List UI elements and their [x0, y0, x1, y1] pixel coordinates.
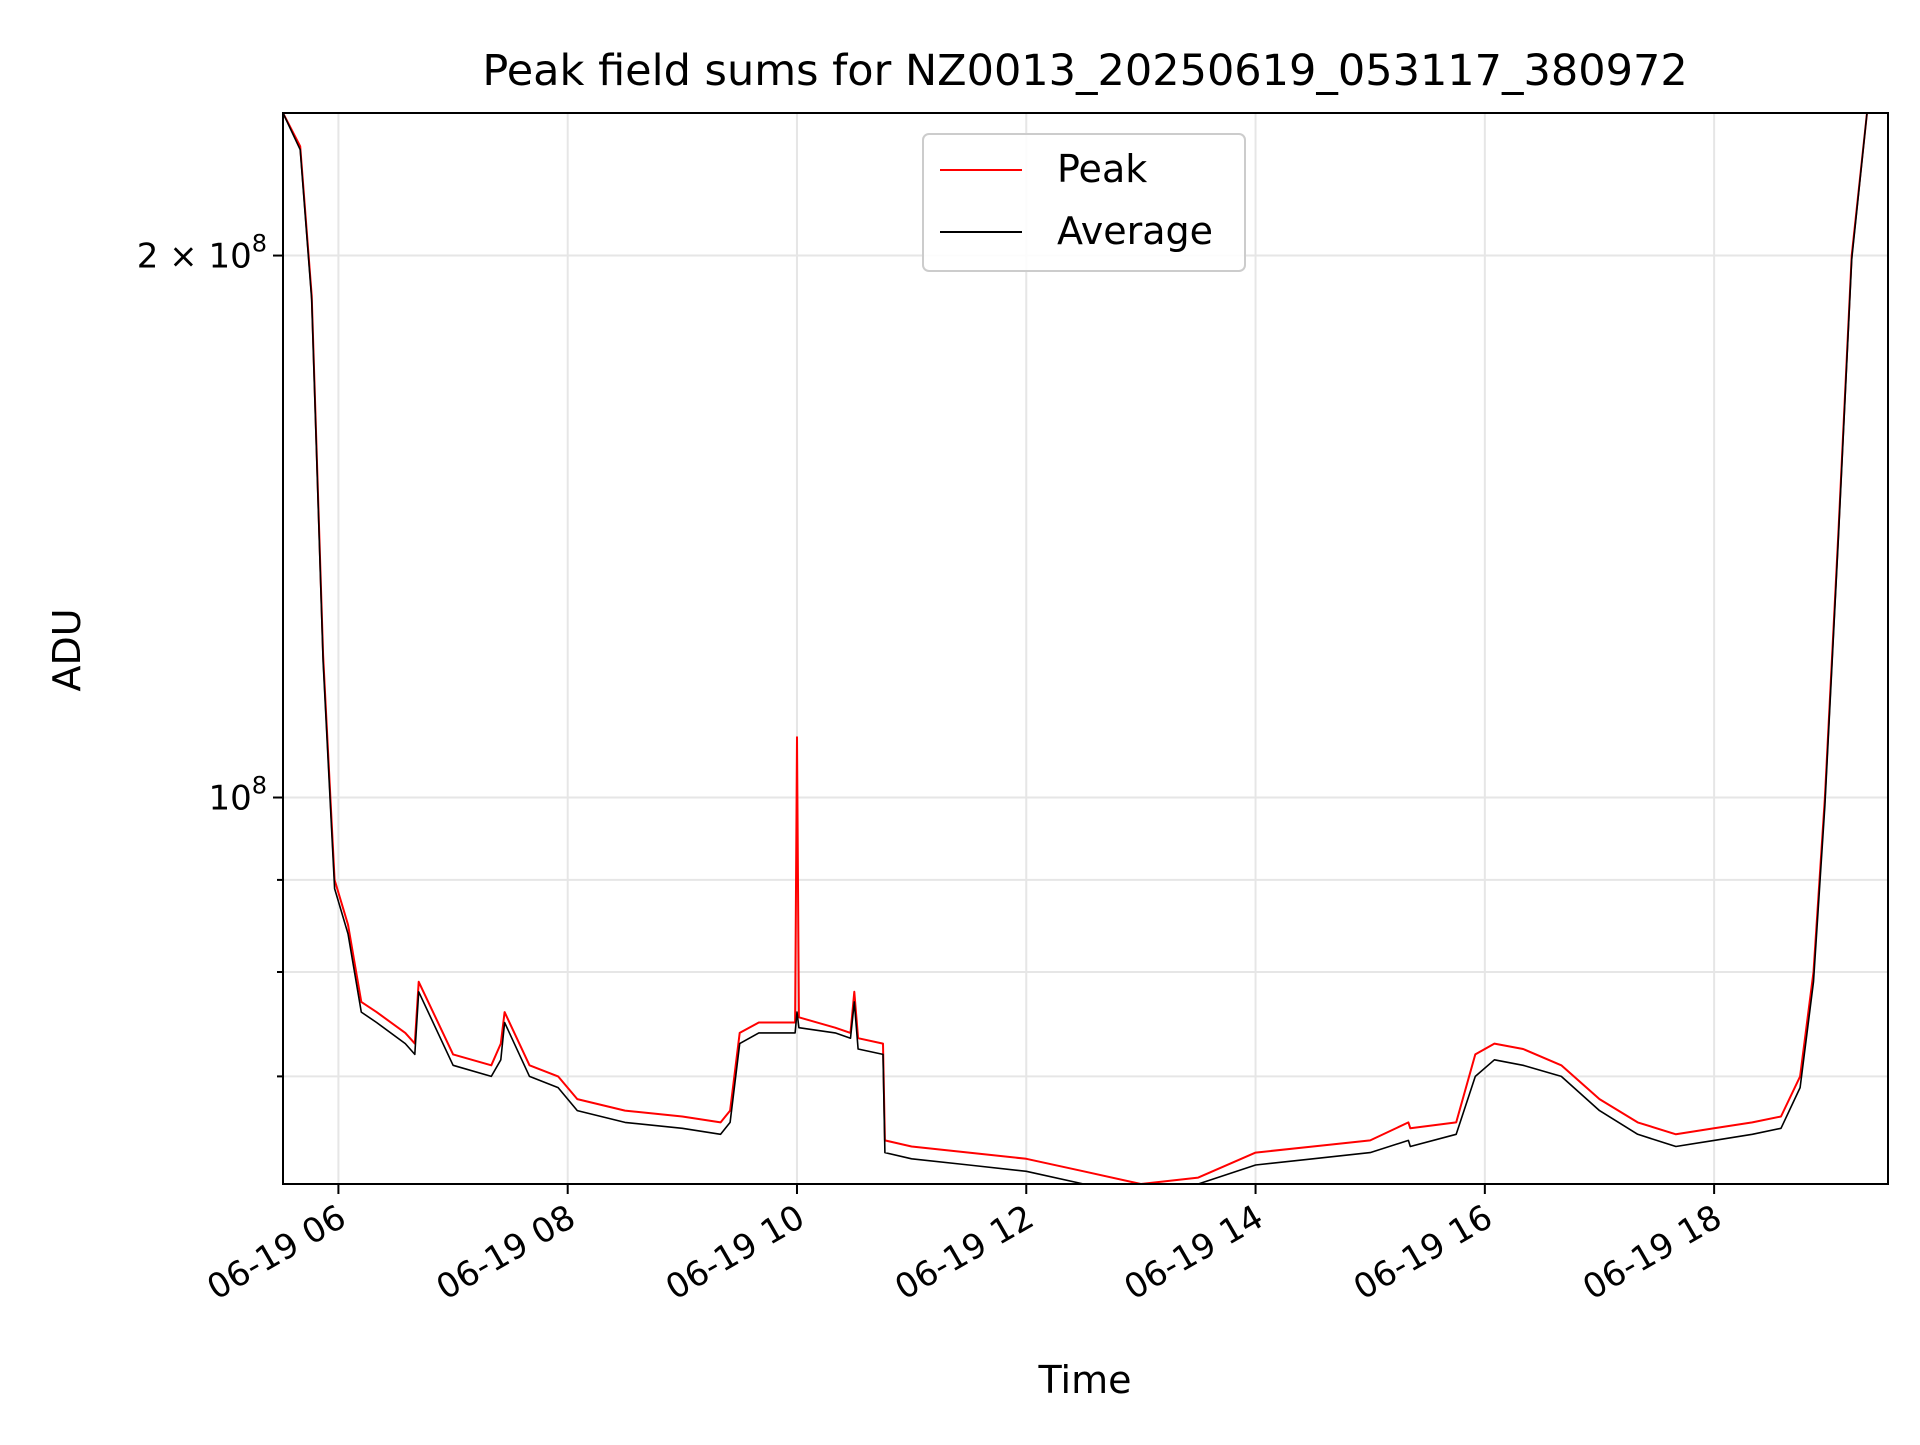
y-tick-label: 2 × 108 — [137, 230, 267, 277]
legend-peak-label: Peak — [1057, 147, 1147, 191]
y-axis-label: ADU — [45, 608, 89, 691]
legend-box — [922, 133, 1246, 272]
y-tick-label-base: 10 — [208, 779, 251, 819]
x-axis-label: Time — [1038, 1358, 1132, 1402]
y-tick-label-exponent: 8 — [252, 772, 267, 800]
legend-average-label: Average — [1057, 209, 1213, 253]
data-layer — [282, 112, 1868, 1185]
y-tick-label: 108 — [208, 772, 267, 819]
series-line-average — [282, 112, 1868, 1185]
y-tick-label-base: 2 × 10 — [137, 237, 252, 277]
legend: Peak Average — [922, 133, 1246, 272]
y-tick-label-exponent: 8 — [252, 230, 267, 258]
plot-frame — [282, 112, 1889, 1185]
chart-title: Peak field sums for NZ0013_20250619_0531… — [482, 46, 1687, 96]
series-line-peak — [282, 112, 1868, 1185]
